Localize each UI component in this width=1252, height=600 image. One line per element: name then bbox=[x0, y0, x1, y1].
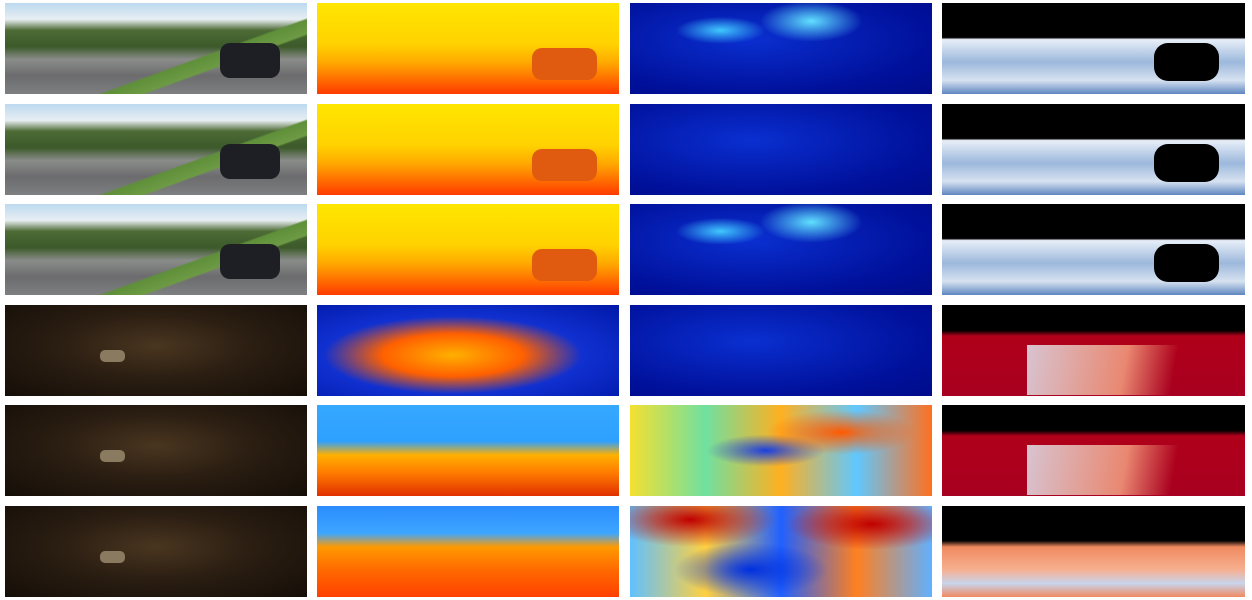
image-panel bbox=[5, 305, 307, 396]
mask-map bbox=[942, 405, 1245, 496]
depth-map bbox=[317, 104, 619, 195]
error-map bbox=[630, 405, 932, 496]
image-panel bbox=[5, 104, 307, 195]
depth-map bbox=[317, 305, 619, 396]
mask-map bbox=[942, 305, 1245, 396]
depth-map bbox=[317, 204, 619, 295]
depth-map bbox=[317, 405, 619, 496]
image-panel bbox=[5, 405, 307, 496]
error-map bbox=[630, 506, 932, 597]
error-map bbox=[630, 204, 932, 295]
error-map bbox=[630, 3, 932, 94]
error-map bbox=[630, 305, 932, 396]
mask-map bbox=[942, 3, 1245, 94]
depth-map bbox=[317, 3, 619, 94]
image-panel bbox=[5, 506, 307, 597]
error-map bbox=[630, 104, 932, 195]
mask-map bbox=[942, 104, 1245, 195]
page bbox=[0, 0, 1252, 600]
depth-map bbox=[317, 506, 619, 597]
mask-map bbox=[942, 204, 1245, 295]
mask-map bbox=[942, 506, 1245, 597]
image-panel bbox=[5, 204, 307, 295]
image-panel bbox=[5, 3, 307, 94]
